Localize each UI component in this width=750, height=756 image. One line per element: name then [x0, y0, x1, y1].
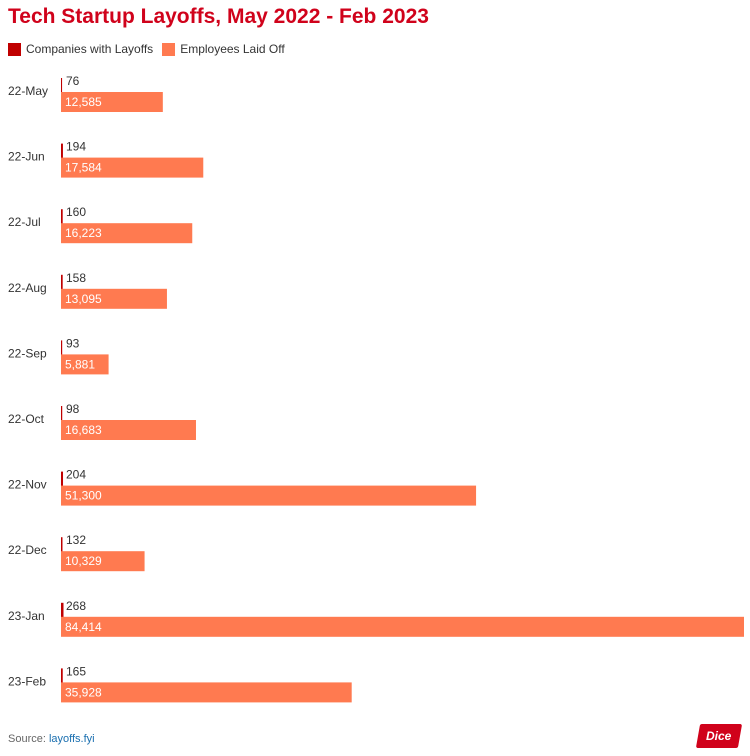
- employees-bar: [61, 223, 193, 244]
- chart-title: Tech Startup Layoffs, May 2022 - Feb 202…: [8, 5, 429, 28]
- employees-value-label: 84,414: [65, 620, 102, 634]
- employees-bar: [61, 157, 204, 178]
- employees-bar: [61, 288, 167, 309]
- category-label: 22-Oct: [8, 412, 45, 426]
- legend-swatch-companies: [8, 42, 21, 56]
- companies-value-label: 158: [66, 271, 86, 285]
- employees-bar: [61, 682, 352, 703]
- employees-value-label: 12,585: [65, 95, 102, 109]
- source-prefix: Source:: [8, 733, 49, 745]
- companies-bar: [61, 471, 64, 491]
- category-label: 22-Jun: [8, 150, 45, 164]
- category-label: 23-Feb: [8, 674, 46, 688]
- companies-value-label: 165: [66, 664, 86, 678]
- companies-bar: [61, 406, 63, 425]
- legend-swatch-employees: [162, 42, 176, 56]
- category-label: 22-Jul: [8, 215, 41, 229]
- employees-bar: [61, 616, 744, 637]
- source-link[interactable]: layoffs.fyi: [48, 733, 95, 745]
- companies-value-label: 93: [66, 336, 80, 350]
- employees-value-label: 13,095: [65, 292, 102, 306]
- companies-value-label: 194: [66, 140, 86, 154]
- employees-bar: [61, 551, 145, 572]
- employees-value-label: 51,300: [65, 489, 102, 503]
- companies-bar: [61, 143, 63, 163]
- legend: Companies with Layoffs Employees Laid Of…: [8, 42, 294, 56]
- companies-bar: [61, 78, 63, 97]
- employees-value-label: 17,584: [65, 161, 102, 175]
- employees-value-label: 16,223: [65, 226, 102, 240]
- category-label: 22-Aug: [8, 281, 47, 295]
- legend-item-employees: Employees Laid Off: [162, 42, 285, 56]
- companies-bar: [61, 274, 63, 294]
- employees-value-label: 16,683: [65, 423, 102, 437]
- companies-value-label: 204: [66, 468, 86, 482]
- companies-value-label: 160: [66, 205, 86, 219]
- companies-bar: [61, 602, 64, 622]
- legend-label-employees: Employees Laid Off: [180, 42, 285, 56]
- category-label: 22-Dec: [8, 543, 47, 557]
- logo-text: Dice: [706, 729, 732, 743]
- employees-value-label: 35,928: [65, 685, 102, 699]
- employees-value-label: 5,881: [65, 357, 95, 371]
- category-label: 23-Jan: [8, 609, 45, 623]
- category-label: 22-May: [8, 84, 48, 98]
- companies-value-label: 76: [66, 74, 80, 88]
- employees-bar: [61, 354, 109, 375]
- employees-bar: [61, 92, 163, 112]
- source-note: Source: layoffs.fyi: [8, 733, 95, 745]
- bar-chart: 22-May 76 12,585 22-Jun 194 17,584 22-Jul 160 16…: [8, 74, 744, 703]
- category-label: 22-Sep: [8, 346, 47, 360]
- employees-bar: [61, 420, 196, 440]
- employees-bar: [61, 485, 477, 506]
- companies-bar: [61, 340, 63, 360]
- companies-value-label: 268: [66, 599, 86, 613]
- companies-bar: [61, 209, 63, 229]
- companies-bar: [61, 668, 63, 688]
- companies-bar: [61, 537, 63, 557]
- companies-value-label: 98: [66, 402, 80, 416]
- companies-value-label: 132: [66, 533, 86, 547]
- category-label: 22-Nov: [8, 478, 47, 492]
- employees-value-label: 10,329: [65, 554, 102, 568]
- dice-logo: Dice: [695, 724, 743, 748]
- legend-item-companies: Companies with Layoffs: [8, 42, 153, 56]
- legend-label-companies: Companies with Layoffs: [26, 42, 154, 56]
